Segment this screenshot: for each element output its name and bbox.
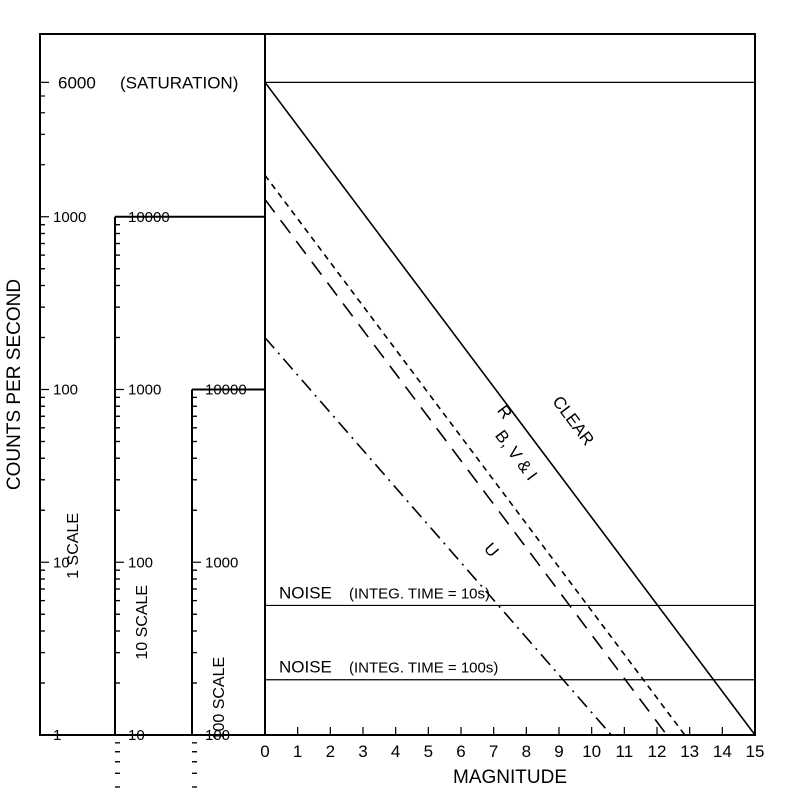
x-tick-label: 7 xyxy=(489,742,498,761)
x-tick-label: 9 xyxy=(554,742,563,761)
noise10-label: NOISE xyxy=(279,583,332,602)
scale-name: 10 SCALE xyxy=(134,585,151,660)
series-R xyxy=(265,175,685,735)
series-label-BVI: B, V & I xyxy=(491,427,541,485)
x-tick-label: 15 xyxy=(746,742,765,761)
x-tick-label: 8 xyxy=(522,742,531,761)
series-BVI xyxy=(265,199,667,735)
x-tick-label: 5 xyxy=(424,742,433,761)
x-tick-label: 12 xyxy=(648,742,667,761)
x-tick-label: 14 xyxy=(713,742,732,761)
x-axis-label: MAGNITUDE xyxy=(453,767,567,788)
saturation-note: (SATURATION) xyxy=(120,73,238,92)
x-tick-label: 13 xyxy=(680,742,699,761)
x-tick-label: 3 xyxy=(358,742,367,761)
scale10-tick-label: 10000 xyxy=(128,209,170,226)
scale1-top-value: 6000 xyxy=(58,73,96,92)
scale10-tick-label: 10 xyxy=(128,727,145,744)
x-tick-label: 2 xyxy=(326,742,335,761)
scale1-tick-label: 100 xyxy=(53,382,78,399)
noise10-paren: (INTEG. TIME = 10s) xyxy=(349,585,490,602)
x-tick-label: 6 xyxy=(456,742,465,761)
scale100-tick-label: 10000 xyxy=(205,382,247,399)
series-label-U: U xyxy=(480,539,502,561)
x-tick-label: 4 xyxy=(391,742,400,761)
x-tick-label: 1 xyxy=(293,742,302,761)
x-tick-label: 10 xyxy=(582,742,601,761)
scale10-tick-label: 1000 xyxy=(128,382,161,399)
scale10-tick-label: 100 xyxy=(128,554,153,571)
scale100-tick-label: 100 xyxy=(205,727,230,744)
noise100-label: NOISE xyxy=(279,658,332,677)
y-axis-label: COUNTS PER SECOND xyxy=(4,279,25,490)
series-label-CLEAR: CLEAR xyxy=(549,392,598,449)
scale1-tick-label: 1 xyxy=(53,727,61,744)
scale100-tick-label: 1000 xyxy=(205,554,238,571)
noise100-paren: (INTEG. TIME = 100s) xyxy=(349,660,498,677)
series-label-R: R xyxy=(493,402,516,423)
scale1-tick-label: 10 xyxy=(53,554,70,571)
scale1-tick-label: 1000 xyxy=(53,209,86,226)
x-tick-label: 0 xyxy=(260,742,269,761)
x-tick-label: 11 xyxy=(616,742,634,761)
